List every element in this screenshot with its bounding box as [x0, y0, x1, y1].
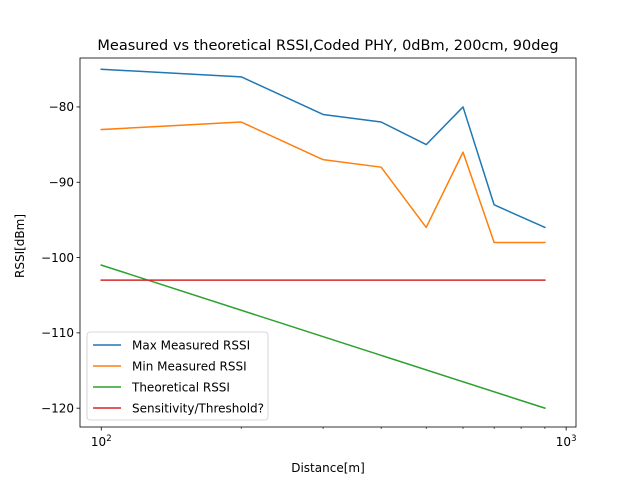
chart-title: Measured vs theoretical RSSI,Coded PHY, … — [97, 38, 558, 54]
y-tick-label: −80 — [49, 100, 74, 114]
legend: Max Measured RSSI Min Measured RSSI Theore… — [86, 331, 269, 421]
x-tick-label: 102 — [91, 434, 112, 449]
legend-label: Theoretical RSSI — [131, 380, 230, 394]
y-tick-label: −120 — [41, 401, 74, 415]
x-tick-label: 103 — [556, 434, 577, 449]
series-line-3 — [100, 264, 546, 410]
series-line-1 — [100, 68, 546, 229]
axes-frame — [79, 57, 577, 428]
legend-label: Max Measured RSSI — [132, 338, 250, 352]
x-axis-label: Distance[m] — [291, 461, 365, 475]
series-line-2 — [100, 121, 546, 244]
y-tick-label: −90 — [49, 176, 74, 190]
plot-area: −80 −90 −100 −110 −120 102 103 Max Measured RSS… — [41, 57, 577, 449]
legend-label: Min Measured RSSI — [132, 359, 247, 373]
legend-label: Sensitivity/Threshold? — [132, 401, 264, 415]
y-tick-label: −110 — [41, 326, 74, 340]
y-tick-label: −100 — [41, 251, 74, 265]
legend-box — [86, 331, 269, 421]
y-axis-label: RSSI[dBm] — [13, 214, 27, 278]
